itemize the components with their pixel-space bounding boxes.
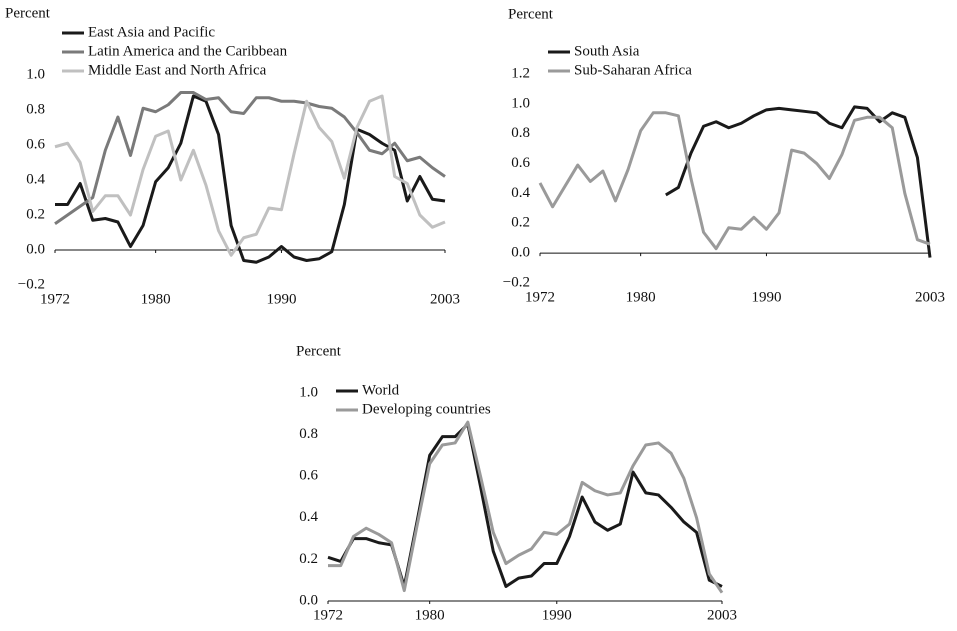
y-tick-label: 0.4 <box>26 171 45 187</box>
y-tick-label: 0.2 <box>511 215 530 231</box>
legend-label: Developing countries <box>362 401 491 417</box>
x-tick-label: 1972 <box>313 607 343 623</box>
y-tick-label: 0.4 <box>299 509 318 525</box>
y-tick-label: 1.0 <box>299 384 318 400</box>
x-tick-label: 1980 <box>415 607 445 623</box>
y-tick-label: 0.8 <box>299 426 318 442</box>
y-tick-label: 0.2 <box>299 551 318 567</box>
y-tick-label: 0.8 <box>511 125 530 141</box>
x-tick-label: 1980 <box>626 289 656 305</box>
y-tick-label: 0.6 <box>511 155 530 171</box>
x-tick-label: 2003 <box>915 289 945 305</box>
y-tick-label: −0.2 <box>503 274 530 290</box>
data-line <box>54 91 446 225</box>
data-line <box>54 94 446 257</box>
y-tick-label: 1.2 <box>511 65 530 81</box>
y-tick-label: 0.0 <box>511 245 530 261</box>
legend-label: Middle East and North Africa <box>88 62 267 78</box>
y-tick-label: 0.2 <box>26 206 45 222</box>
y-tick-label: 0.8 <box>26 101 45 117</box>
legend-label: Sub-Saharan Africa <box>574 62 692 78</box>
y-tick-label: 0.6 <box>26 136 45 152</box>
x-tick-label: 2003 <box>707 607 737 623</box>
y-tick-label: 1.0 <box>511 95 530 111</box>
x-tick-label: 1972 <box>40 291 70 307</box>
data-line <box>328 420 724 594</box>
x-tick-label: 1990 <box>542 607 572 623</box>
x-tick-label: 1972 <box>525 289 555 305</box>
legend-label: Latin America and the Caribbean <box>88 43 288 59</box>
y-axis-label: Percent <box>5 5 51 21</box>
legend-label: East Asia and Pacific <box>88 24 215 40</box>
data-line <box>538 111 931 251</box>
y-tick-label: 1.0 <box>26 66 45 82</box>
y-tick-label: 0.6 <box>299 468 318 484</box>
legend-label: South Asia <box>574 43 640 59</box>
legend-label: World <box>362 382 400 398</box>
y-axis-label: Percent <box>508 6 554 22</box>
y-tick-label: 0.4 <box>511 185 530 201</box>
data-line <box>327 422 723 588</box>
y-axis-label: Percent <box>296 343 342 359</box>
x-tick-label: 1990 <box>751 289 781 305</box>
data-line <box>665 105 932 258</box>
y-tick-label: 0.0 <box>299 592 318 608</box>
x-tick-label: 1990 <box>266 291 296 307</box>
y-tick-label: −0.2 <box>18 276 45 292</box>
y-tick-label: 0.0 <box>26 241 45 257</box>
x-tick-label: 2003 <box>430 291 460 307</box>
x-tick-label: 1980 <box>141 291 171 307</box>
data-line <box>55 94 446 264</box>
